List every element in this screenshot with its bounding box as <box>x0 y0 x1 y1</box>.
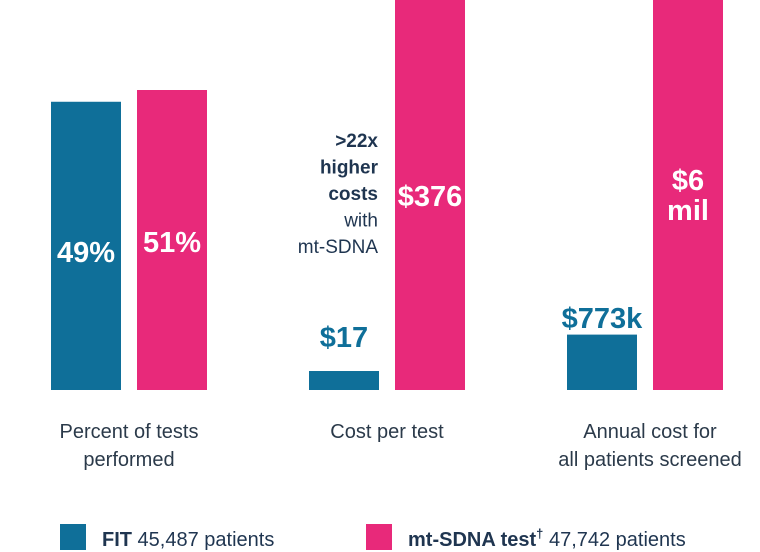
bar-value-label: 49% <box>57 237 115 269</box>
group-label: Cost per test <box>330 421 444 443</box>
bar-value-label: $376 <box>398 181 463 213</box>
mtsdna-bar-3 <box>653 0 723 390</box>
bar-value-label: $17 <box>320 322 368 354</box>
annotation-bold-line: >22x <box>335 131 378 152</box>
mtsdna-bar-1 <box>137 90 207 390</box>
group-label: performed <box>83 449 174 471</box>
annotation-bold-line: costs <box>328 184 378 205</box>
fit-legend-swatch <box>60 524 86 550</box>
fit-bar-3 <box>567 334 637 390</box>
mtsdna-legend-label: mt-SDNA test† 47,742 patients <box>408 526 686 551</box>
annotation-bold-line: higher <box>320 158 379 179</box>
fit-bar-2 <box>309 371 379 390</box>
fit-legend-label: FIT 45,487 patients <box>102 529 274 551</box>
mtsdna-bar-2 <box>395 0 465 390</box>
bar-value-label: $6 <box>672 165 704 197</box>
bar-group-2: $17 $376 Cost per test >22x higher costs with m… <box>298 0 465 443</box>
annotation-line: mt-SDNA <box>298 237 379 258</box>
annotation-line: with <box>343 211 378 232</box>
mtsdna-legend-swatch <box>366 524 392 550</box>
group-label: Annual cost for <box>583 421 717 443</box>
bar-value-label: $773k <box>562 303 644 335</box>
legend: FIT 45,487 patients mt-SDNA test† 47,742 … <box>60 524 686 551</box>
group-label: all patients screened <box>558 449 741 471</box>
group-label: Percent of tests <box>60 421 199 443</box>
bar-value-label: mil <box>667 195 709 227</box>
bar-group-1: 49% 51% Percent of tests performed <box>51 90 207 471</box>
bar-value-label: 51% <box>143 227 201 259</box>
fit-bar-1 <box>51 101 121 390</box>
